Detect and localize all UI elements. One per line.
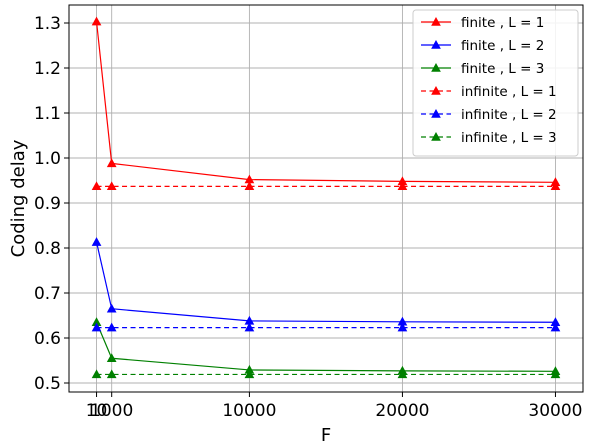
series-finite-l-3 <box>91 317 561 375</box>
data-point <box>550 369 561 379</box>
y-tick-label: 1.2 <box>34 59 61 79</box>
legend-marker <box>431 108 441 118</box>
data-point <box>91 181 102 191</box>
legend-box <box>412 9 579 157</box>
legend-label: infinite , L = 2 <box>461 107 557 123</box>
series-layer <box>91 16 561 379</box>
plot-frame <box>68 4 584 393</box>
legend-marker <box>431 16 441 26</box>
data-point <box>244 322 255 332</box>
data-point <box>106 353 117 362</box>
legend-item: infinite , L = 2 <box>421 107 557 123</box>
legend-item: finite , L = 1 <box>421 15 544 31</box>
data-point <box>106 303 117 313</box>
series-infinite-l-1 <box>91 181 561 191</box>
x-tick-label: 30000 <box>528 401 582 421</box>
legend-item: finite , L = 2 <box>421 38 544 54</box>
data-point <box>244 369 255 379</box>
data-point <box>244 181 255 191</box>
data-point <box>397 181 408 191</box>
data-point <box>397 369 408 379</box>
legend-label: infinite , L = 1 <box>461 84 557 100</box>
legend-marker <box>431 62 441 72</box>
data-point <box>91 369 102 379</box>
legend-label: finite , L = 1 <box>461 15 544 31</box>
x-tick-label: 10 <box>86 401 108 421</box>
legend-item: infinite , L = 3 <box>421 130 557 146</box>
legend: finite , L = 1 finite , L = 2 finite , L =… <box>412 9 579 157</box>
data-point <box>550 322 561 332</box>
legend-marker <box>431 85 441 95</box>
legend-label: finite , L = 2 <box>461 38 544 54</box>
series-finite-l-2 <box>91 237 561 326</box>
y-tick-label: 1.1 <box>34 104 61 124</box>
data-point <box>550 181 561 191</box>
y-tick-label: 0.6 <box>34 329 61 349</box>
data-point <box>397 322 408 332</box>
series-line <box>95 322 556 372</box>
y-tick-label: 0.5 <box>34 374 61 394</box>
y-axis-label: Coding delay <box>8 139 29 257</box>
x-tick-label: 20000 <box>375 401 429 421</box>
data-point <box>91 322 102 332</box>
legend-item: infinite , L = 1 <box>421 84 557 100</box>
data-point <box>106 181 117 191</box>
x-axis-label: F <box>321 425 331 446</box>
y-tick-label: 0.8 <box>34 239 61 259</box>
legend-label: finite , L = 3 <box>461 61 544 77</box>
legend-item: finite , L = 3 <box>421 61 544 77</box>
x-tick-label: 10000 <box>222 401 276 421</box>
series-line <box>95 242 556 323</box>
data-point <box>106 322 117 332</box>
legend-marker <box>431 131 441 141</box>
data-point <box>91 237 102 246</box>
data-point <box>91 16 102 26</box>
y-tick-label: 1.3 <box>34 14 61 34</box>
data-point <box>106 369 117 379</box>
y-tick-label: 1.0 <box>34 149 61 169</box>
data-point <box>106 158 117 168</box>
legend-label: infinite , L = 3 <box>461 130 557 146</box>
x-tick-label: 1000 <box>90 401 133 421</box>
y-tick-label: 0.9 <box>34 194 61 214</box>
y-tick-label: 0.7 <box>34 284 61 304</box>
series-infinite-l-3 <box>91 369 561 379</box>
legend-marker <box>431 39 441 49</box>
series-infinite-l-2 <box>91 322 561 332</box>
